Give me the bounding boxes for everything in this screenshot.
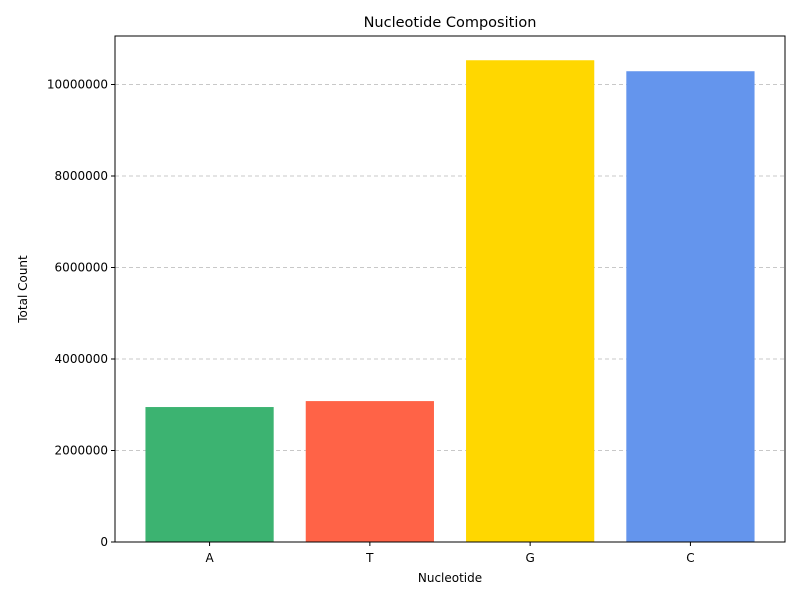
x-tick-label: A (205, 551, 214, 565)
x-tick-label: C (686, 551, 694, 565)
chart-title: Nucleotide Composition (364, 15, 537, 31)
bar-a (145, 407, 274, 542)
bar-g (466, 60, 595, 542)
y-tick-label: 0 (100, 535, 108, 549)
y-tick-label: 4000000 (55, 352, 108, 366)
x-tick-label: T (365, 551, 374, 565)
x-tick-label: G (525, 551, 534, 565)
x-axis-label: Nucleotide (418, 571, 482, 585)
y-tick-label: 8000000 (55, 169, 108, 183)
bar-t (305, 401, 434, 542)
bars (145, 60, 755, 543)
plot-frame (114, 35, 786, 543)
y-axis-ticks: 0 2000000 4000000 6000000 8000000 10000000 (47, 77, 115, 549)
y-tick-label: 10000000 (47, 77, 108, 91)
y-tick-label: 6000000 (55, 260, 108, 274)
y-axis-label: Total Count (16, 255, 30, 324)
y-tick-label: 2000000 (55, 443, 108, 457)
bar-c (626, 71, 755, 543)
